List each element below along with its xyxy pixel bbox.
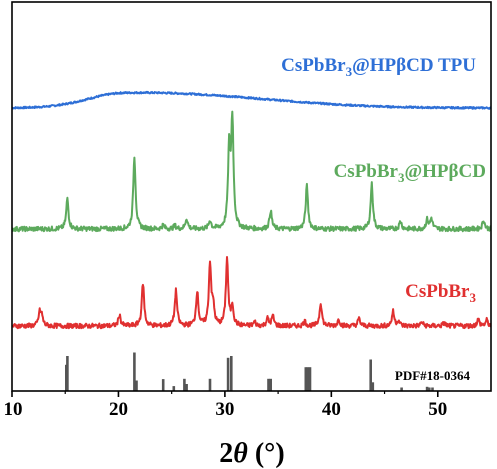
reference-line-9: [226, 357, 230, 391]
reference-line-4: [161, 379, 165, 391]
reference-line-2: [133, 352, 136, 391]
reference-line-14: [306, 367, 310, 391]
reference-line-11: [267, 378, 270, 391]
series-line-1: [12, 110, 491, 233]
reference-line-13: [304, 367, 308, 391]
reference-label: PDF#18-0364: [395, 368, 471, 383]
reference-line-1: [66, 356, 69, 391]
reference-line-10: [230, 356, 233, 391]
reference-line-12: [269, 378, 272, 391]
series-label-cspbbr3: CsPbBr3: [405, 281, 476, 305]
x-tick-label-40: 40: [322, 399, 341, 420]
reference-line-7: [185, 384, 188, 391]
reference-line-21: [431, 387, 434, 391]
reference-line-17: [371, 382, 375, 391]
x-axis-title: 2θ (°): [219, 438, 284, 469]
reference-line-5: [172, 386, 176, 391]
x-tick-label-20: 20: [109, 399, 128, 420]
reference-line-6: [183, 378, 186, 391]
reference-line-15: [308, 367, 312, 391]
x-tick-label-50: 50: [428, 399, 447, 420]
series-line-2: [12, 256, 491, 330]
x-tick-label-30: 30: [215, 399, 234, 420]
series-line-0: [12, 90, 491, 110]
x-tick-label-10: 10: [4, 399, 23, 420]
reference-line-19: [425, 386, 429, 391]
reference-line-20: [428, 387, 431, 391]
plot-frame: [11, 1, 492, 392]
reference-line-3: [135, 380, 138, 391]
reference-line-16: [369, 359, 372, 391]
series-label-tpu: CsPbBr3@HPβCD TPU: [281, 55, 476, 79]
reference-line-8: [208, 378, 212, 391]
reference-line-18: [400, 387, 403, 391]
series-label-hpbcd: CsPbBr3@HPβCD: [334, 161, 486, 185]
